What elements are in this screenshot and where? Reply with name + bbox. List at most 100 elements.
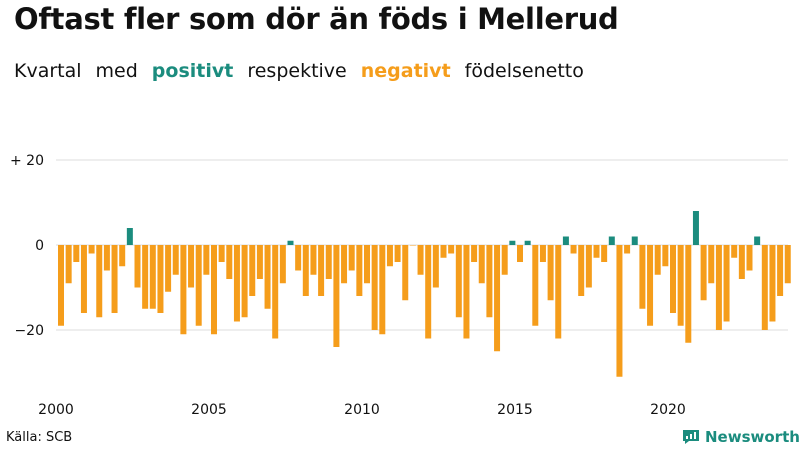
bar: [555, 245, 562, 339]
bar: [256, 245, 263, 279]
bar: [119, 245, 126, 267]
bar: [386, 245, 393, 267]
bar: [188, 245, 195, 288]
bar: [685, 245, 692, 343]
bar: [149, 245, 156, 309]
bar: [769, 245, 776, 322]
bar: [157, 245, 164, 313]
bar: [494, 245, 501, 352]
bar: [58, 245, 64, 326]
newsworthy-logo-icon: [683, 430, 699, 444]
x-tick-label: 2000: [38, 402, 74, 418]
bar: [134, 245, 141, 288]
y-tick-label: −20: [14, 323, 44, 339]
x-tick-label: 2010: [344, 402, 380, 418]
bar: [777, 245, 784, 296]
x-tick-label: 2005: [191, 402, 227, 418]
bar: [677, 245, 684, 326]
bar: [65, 245, 72, 284]
bar: [631, 236, 638, 245]
bar: [670, 245, 676, 313]
y-tick-label: + 20: [10, 153, 44, 169]
bar: [616, 245, 623, 377]
bar: [88, 245, 95, 254]
bar: [578, 245, 585, 296]
bar: [226, 245, 233, 279]
bar: [126, 228, 133, 245]
bar: [356, 245, 363, 296]
bar: [333, 245, 340, 347]
bar: [662, 245, 669, 267]
bar: [325, 245, 332, 279]
bar: [708, 245, 715, 284]
bar: [165, 245, 172, 292]
bar: [233, 245, 240, 322]
bar: [96, 245, 103, 318]
bar: [593, 245, 600, 258]
bar: [723, 245, 730, 322]
bar: [471, 245, 478, 262]
bar: [585, 245, 592, 288]
bar: [364, 245, 370, 284]
bar: [211, 245, 217, 335]
brand-name: Newsworthy: [705, 428, 800, 446]
source-note: Källa: SCB: [6, 430, 73, 445]
bar: [249, 245, 256, 296]
bar: [310, 245, 317, 275]
bar: [562, 236, 569, 245]
bar: [601, 245, 608, 262]
bar: [440, 245, 447, 258]
subtitle-part-3: respektive: [247, 60, 347, 82]
bar: [348, 245, 355, 271]
bar: [80, 245, 87, 313]
bar: [172, 245, 179, 275]
bar: [608, 236, 615, 245]
bar: [455, 245, 462, 318]
bar: [203, 245, 210, 275]
bar: [111, 245, 118, 313]
bar: [524, 240, 531, 245]
bar: [142, 245, 149, 309]
bar: [715, 245, 722, 330]
bar: [409, 245, 416, 246]
bar: [394, 245, 401, 262]
bar: [570, 245, 577, 254]
bar: [639, 245, 646, 309]
x-tick-label: 2020: [650, 402, 686, 418]
bar: [478, 245, 485, 284]
bar: [295, 245, 302, 271]
bar: [731, 245, 738, 258]
bar: [509, 240, 516, 245]
bar: [463, 245, 470, 339]
bar: [272, 245, 279, 339]
bar: [486, 245, 493, 318]
subtitle-part-4: födelsenetto: [464, 60, 584, 82]
subtitle-positive-legend: positivt: [151, 60, 234, 82]
x-tick-label: 2015: [497, 402, 533, 418]
bar: [402, 245, 409, 301]
chart-subtitle: Kvartal med positivt respektive negativt föde…: [14, 60, 598, 82]
bar: [432, 245, 439, 288]
y-tick-label: 0: [35, 238, 44, 254]
bar: [371, 245, 378, 330]
bar: [754, 236, 761, 245]
bar: [501, 245, 508, 275]
bar: [379, 245, 386, 335]
bar: [700, 245, 707, 301]
bar: [425, 245, 432, 339]
subtitle-part-1: Kvartal: [14, 60, 82, 82]
subtitle-negative-legend: negativt: [360, 60, 451, 82]
bar: [302, 245, 309, 296]
bar: [517, 245, 523, 262]
bar: [73, 245, 80, 262]
bar: [218, 245, 225, 262]
bar: [647, 245, 654, 326]
bar: [287, 240, 294, 245]
bar: [654, 245, 661, 275]
bar: [738, 245, 745, 279]
bar: [417, 245, 424, 275]
subtitle-part-2: med: [95, 60, 138, 82]
bar: [241, 245, 248, 318]
bar: [539, 245, 546, 262]
